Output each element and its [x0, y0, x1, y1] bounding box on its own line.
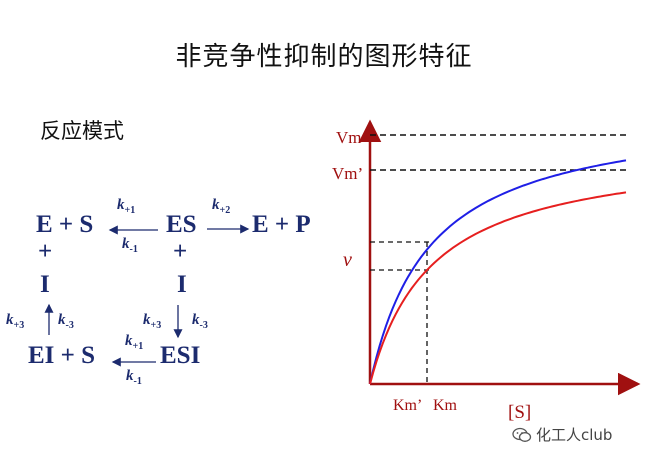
rate-k-plus1-top: k+1: [117, 197, 136, 216]
rate-k-plus3-right: k+3: [143, 312, 162, 331]
y-marker-vm-prime: Vm’: [332, 164, 363, 183]
plus-sign-left: +: [38, 238, 53, 265]
rate-k-plus2: k+2: [212, 197, 231, 216]
species-e-plus-p: E + P: [252, 211, 311, 238]
rate-k-minus1-bottom: k-1: [126, 368, 142, 387]
watermark-text: 化工人club: [536, 426, 613, 444]
rate-k-minus1-top: k-1: [122, 236, 138, 255]
x-axis-label: [S]: [508, 402, 531, 423]
series-line-vm-prime: [369, 191, 627, 385]
x-marker-km: Km: [433, 397, 458, 414]
species-e-plus-s: E + S: [36, 211, 94, 238]
x-marker-km-prime: Km’: [393, 397, 422, 414]
species-esi: ESI: [160, 342, 201, 369]
rate-k-plus3-left: k+3: [6, 312, 25, 331]
watermark: 化工人club: [512, 424, 612, 445]
species-ei-plus-s: EI + S: [28, 342, 96, 369]
inhibitor-right: I: [177, 271, 187, 298]
plus-sign-right: +: [173, 238, 188, 265]
rate-k-minus3-left: k-3: [58, 312, 74, 331]
rate-k-minus3-right: k-3: [192, 312, 208, 331]
y-marker-vm: Vm: [336, 128, 362, 147]
y-axis-label: v: [343, 249, 352, 271]
wechat-icon: [512, 427, 532, 442]
section-subtitle: 反应模式: [40, 119, 124, 143]
inhibitor-left: I: [40, 271, 50, 298]
series-line-vm: [369, 159, 627, 385]
species-es: ES: [166, 211, 197, 238]
page-title: 非竞争性抑制的图形特征: [175, 42, 473, 72]
rate-k-plus1-bottom: k+1: [125, 333, 144, 352]
